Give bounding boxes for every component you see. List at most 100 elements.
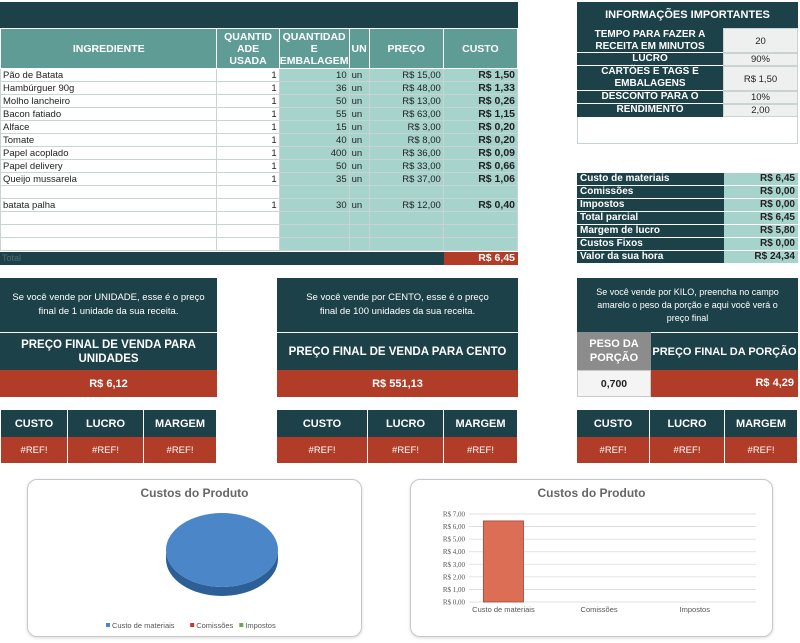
unit-cell[interactable]: un bbox=[348, 120, 370, 134]
qty-used-cell[interactable]: 1 bbox=[216, 94, 280, 108]
unit-cell[interactable]: un bbox=[348, 107, 370, 121]
price-cell[interactable] bbox=[368, 185, 444, 199]
unit-cell[interactable]: un bbox=[348, 198, 370, 212]
qty-pack-cell[interactable] bbox=[278, 185, 350, 199]
qty-used-cell[interactable]: 1 bbox=[216, 172, 280, 186]
price-cell[interactable] bbox=[368, 211, 444, 225]
mini-custo-header: CUSTO bbox=[1, 410, 67, 437]
ingredient-header-band bbox=[0, 2, 518, 28]
price-cell[interactable]: R$ 8,00 bbox=[368, 133, 444, 147]
qty-pack-cell[interactable]: 35 bbox=[278, 172, 350, 186]
qty-pack-cell[interactable]: 50 bbox=[278, 94, 350, 108]
ingredient-name-cell[interactable]: Bacon fatiado bbox=[0, 107, 218, 121]
qty-pack-cell[interactable]: 30 bbox=[278, 198, 350, 212]
info-row-tempo: TEMPO PARA FAZER A RECEITA EM MINUTOS 20 bbox=[577, 28, 798, 53]
price-cell[interactable]: R$ 13,00 bbox=[368, 94, 444, 108]
qty-pack-cell[interactable] bbox=[278, 211, 350, 225]
table-row: Queijo mussarela 1 35 un R$ 37,00 R$ 1,06 bbox=[0, 172, 519, 186]
ingredient-name-cell[interactable]: batata palha bbox=[0, 198, 218, 212]
price-cell[interactable]: R$ 48,00 bbox=[368, 81, 444, 95]
unit-cell[interactable]: un bbox=[348, 159, 370, 173]
col-quantidade-usada: QUANTID ADE USADA bbox=[216, 28, 280, 69]
ingredient-name-cell[interactable]: Molho lancheiro bbox=[0, 94, 218, 108]
unit-cell[interactable]: un bbox=[348, 81, 370, 95]
qty-pack-cell[interactable]: 400 bbox=[278, 146, 350, 160]
info-value-lucro[interactable]: 90% bbox=[723, 53, 798, 66]
ingredient-name-cell[interactable] bbox=[0, 211, 218, 225]
qty-pack-cell[interactable]: 50 bbox=[278, 159, 350, 173]
unit-cell[interactable]: un bbox=[348, 172, 370, 186]
ingredient-name-cell[interactable] bbox=[0, 237, 218, 251]
qty-used-cell[interactable]: 1 bbox=[216, 146, 280, 160]
bar-chart-panel[interactable]: Custos do Produto R$ 0,00 R$ 1,00 R$ 2,00 R… bbox=[410, 479, 773, 637]
qty-used-cell[interactable]: 1 bbox=[216, 68, 280, 82]
summary-label: Custo de materiais bbox=[577, 173, 724, 185]
qty-pack-cell[interactable]: 36 bbox=[278, 81, 350, 95]
unit-cell[interactable]: un bbox=[348, 133, 370, 147]
qty-used-cell[interactable] bbox=[216, 224, 280, 238]
qty-used-cell[interactable]: 1 bbox=[216, 120, 280, 134]
info-value-desconto[interactable]: 10% bbox=[723, 91, 798, 104]
unit-cell[interactable]: un bbox=[348, 146, 370, 160]
ingredient-name-cell[interactable]: Alface bbox=[0, 120, 218, 134]
qty-used-cell[interactable]: 1 bbox=[216, 159, 280, 173]
cost-cell: R$ 0,66 bbox=[442, 159, 519, 173]
price-cell[interactable]: R$ 15,00 bbox=[368, 68, 444, 82]
table-row: Papel acoplado 1 400 un R$ 36,00 R$ 0,09 bbox=[0, 146, 519, 160]
mini-custo-value: #REF! bbox=[577, 437, 649, 463]
unit-cell[interactable] bbox=[348, 185, 370, 199]
info-value-rendimento[interactable]: 2,00 bbox=[723, 104, 798, 117]
qty-used-cell[interactable] bbox=[216, 211, 280, 225]
qty-used-cell[interactable]: 1 bbox=[216, 198, 280, 212]
info-value-cartoes[interactable]: R$ 1,50 bbox=[723, 66, 798, 91]
ingredient-name-cell[interactable] bbox=[0, 224, 218, 238]
col-custo: CUSTO bbox=[442, 28, 519, 69]
ingredient-name-cell[interactable]: Papel acoplado bbox=[0, 146, 218, 160]
unit-cell[interactable] bbox=[348, 211, 370, 225]
qty-pack-cell[interactable]: 10 bbox=[278, 68, 350, 82]
table-row: Molho lancheiro 1 50 un R$ 13,00 R$ 0,26 bbox=[0, 94, 519, 108]
qty-pack-cell[interactable]: 55 bbox=[278, 107, 350, 121]
ingredient-name-cell[interactable]: Papel delivery bbox=[0, 159, 218, 173]
ingredient-name-cell[interactable]: Pão de Batata bbox=[0, 68, 218, 82]
ingredient-name-cell[interactable]: Queijo mussarela bbox=[0, 172, 218, 186]
unit-note: Se você vende por UNIDADE, esse é o preç… bbox=[0, 278, 217, 332]
price-cell[interactable]: R$ 36,00 bbox=[368, 146, 444, 160]
price-cell[interactable] bbox=[368, 224, 444, 238]
legend-swatch bbox=[190, 623, 195, 627]
price-cell[interactable]: R$ 33,00 bbox=[368, 159, 444, 173]
pie-chart-panel[interactable]: Custos do Produto Custo de materiais Comi… bbox=[27, 479, 362, 637]
mini-lucro-header: LUCRO bbox=[368, 410, 443, 437]
table-row: Alface 1 15 un R$ 3,00 R$ 0,20 bbox=[0, 120, 519, 134]
mini-custo-value: #REF! bbox=[277, 437, 367, 463]
qty-used-cell[interactable] bbox=[216, 237, 280, 251]
kilo-peso-input[interactable]: 0,700 bbox=[577, 370, 651, 397]
qty-used-cell[interactable]: 1 bbox=[216, 107, 280, 121]
qty-pack-cell[interactable]: 40 bbox=[278, 133, 350, 147]
mini-lucro-header: LUCRO bbox=[68, 410, 143, 437]
price-cell[interactable]: R$ 63,00 bbox=[368, 107, 444, 121]
col-un: UN bbox=[348, 28, 370, 69]
qty-pack-cell[interactable] bbox=[278, 237, 350, 251]
ingredient-name-cell[interactable] bbox=[0, 185, 218, 199]
price-cell[interactable]: R$ 37,00 bbox=[368, 172, 444, 186]
info-value-tempo[interactable]: 20 bbox=[723, 28, 798, 53]
unit-cell[interactable] bbox=[348, 237, 370, 251]
table-row: Hambúrguer 90g 1 36 un R$ 48,00 R$ 1,33 bbox=[0, 81, 519, 95]
qty-used-cell[interactable] bbox=[216, 185, 280, 199]
unit-cell[interactable]: un bbox=[348, 68, 370, 82]
ingredient-name-cell[interactable]: Hambúrguer 90g bbox=[0, 81, 218, 95]
qty-used-cell[interactable]: 1 bbox=[216, 133, 280, 147]
unit-cell[interactable] bbox=[348, 224, 370, 238]
price-cell[interactable] bbox=[368, 237, 444, 251]
table-row bbox=[0, 237, 519, 251]
qty-used-cell[interactable]: 1 bbox=[216, 81, 280, 95]
price-cell[interactable]: R$ 12,00 bbox=[368, 198, 444, 212]
cost-cell: R$ 0,26 bbox=[442, 94, 519, 108]
qty-pack-cell[interactable] bbox=[278, 224, 350, 238]
unit-cell[interactable]: un bbox=[348, 94, 370, 108]
total-label: Total bbox=[0, 252, 444, 265]
price-cell[interactable]: R$ 3,00 bbox=[368, 120, 444, 134]
ingredient-name-cell[interactable]: Tomate bbox=[0, 133, 218, 147]
qty-pack-cell[interactable]: 15 bbox=[278, 120, 350, 134]
